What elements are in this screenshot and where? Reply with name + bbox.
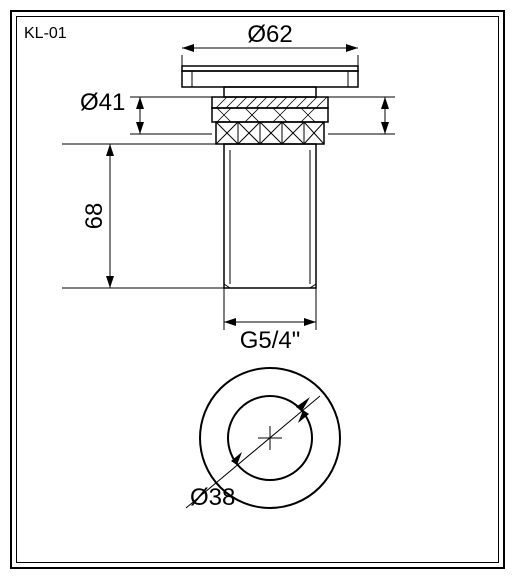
nut — [216, 122, 324, 144]
dim-d38: Ø38 — [186, 396, 320, 511]
drawing-canvas: KL-01 — [0, 0, 515, 579]
washer-lower — [212, 108, 328, 122]
part-number: KL-01 — [24, 25, 67, 42]
dim-h68-label: 68 — [81, 203, 108, 230]
dim-d41: Ø41 — [80, 89, 389, 134]
dim-d62-label: Ø62 — [247, 21, 292, 48]
dim-d62: Ø62 — [182, 21, 358, 52]
dim-h68: 68 — [62, 144, 224, 288]
washer-upper — [212, 97, 328, 108]
dim-thread: G5/4" — [224, 288, 316, 354]
dim-d41-label: Ø41 — [80, 89, 125, 116]
body-tube — [224, 144, 316, 288]
dim-d38-label: Ø38 — [190, 484, 235, 511]
dim-thread-label: G5/4" — [240, 327, 301, 354]
side-view — [130, 55, 395, 288]
